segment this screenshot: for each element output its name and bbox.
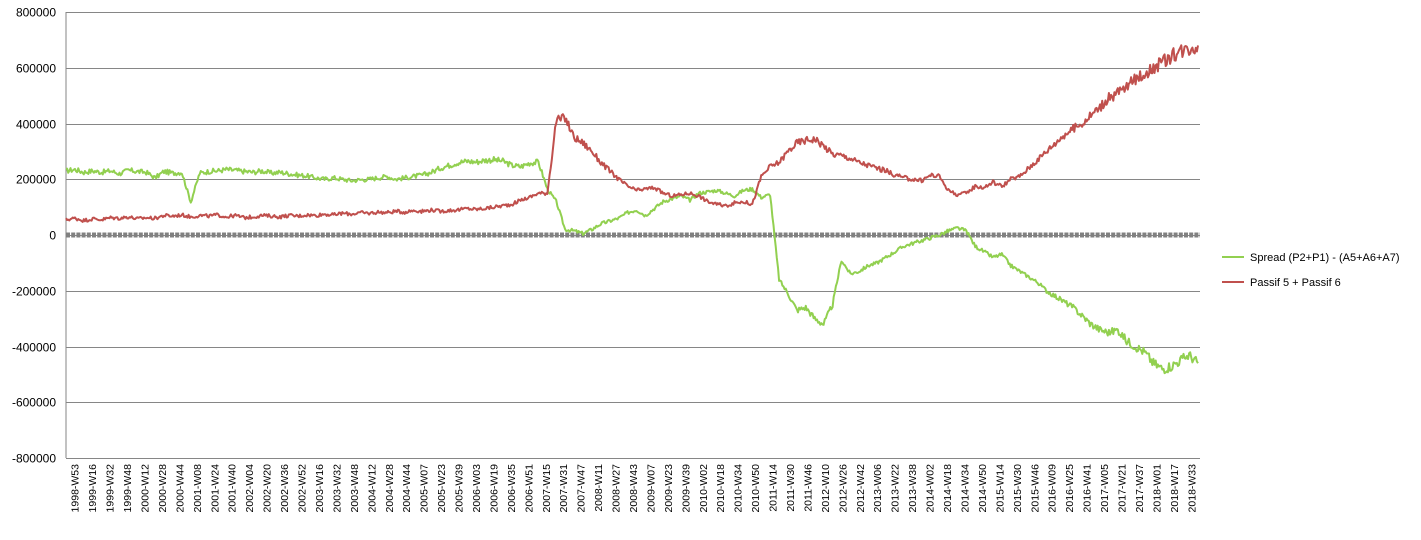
x-tick-label: 2006-W19 <box>488 464 500 513</box>
legend: Spread (P2+P1) - (A5+A6+A7) Passif 5 + Pa… <box>1222 252 1400 289</box>
x-tick-label: 2017-W05 <box>1099 464 1111 513</box>
x-tick-label: 2004-W12 <box>366 464 378 513</box>
legend-label-0: Spread (P2+P1) - (A5+A6+A7) <box>1250 252 1400 264</box>
y-tick-label: 400000 <box>16 118 56 132</box>
y-tick-label: -600000 <box>12 396 56 410</box>
x-tick-label: 2013-W38 <box>907 464 919 513</box>
x-tick-label: 2010-W02 <box>698 464 710 513</box>
x-tick-label: 2002-W20 <box>262 464 274 513</box>
x-tick-label: 2010-W34 <box>733 464 745 513</box>
x-tick-label: 2007-W15 <box>541 464 553 513</box>
x-tick-label: 2016-W41 <box>1082 464 1094 513</box>
x-tick-label: 2003-W48 <box>349 464 361 513</box>
x-tick-label: 1999-W48 <box>122 464 134 513</box>
x-tick-label: 2017-W21 <box>1117 464 1129 513</box>
x-tick-label: 2005-W23 <box>436 464 448 513</box>
x-tick-label: 2001-W24 <box>209 464 221 513</box>
x-tick-label: 2013-W22 <box>890 464 902 513</box>
y-tick-label: 0 <box>49 229 56 243</box>
x-tick-label: 2014-W18 <box>942 464 954 513</box>
x-tick-label: 2012-W10 <box>820 464 832 513</box>
x-tick-label: 2007-W47 <box>576 464 588 513</box>
x-axis-tick-labels: 1998-W53 1999-W16 1999-W32 1999-W48 2000-W12… <box>70 464 1199 513</box>
x-tick-label: 2005-W39 <box>454 464 466 513</box>
x-tick-label: 2014-W02 <box>925 464 937 513</box>
x-tick-label: 2009-W23 <box>663 464 675 513</box>
y-tick-label: -800000 <box>12 452 56 466</box>
x-tick-label: 2001-W08 <box>192 464 204 513</box>
x-tick-label: 2000-W12 <box>140 464 152 513</box>
x-tick-label: 2002-W52 <box>297 464 309 513</box>
x-tick-label: 2012-W42 <box>855 464 867 513</box>
x-tick-label: 2008-W11 <box>593 464 605 512</box>
x-tick-label: 2013-W06 <box>872 464 884 513</box>
x-tick-label: 2003-W16 <box>314 464 326 513</box>
series-line-0 <box>65 156 1199 375</box>
x-tick-label: 2009-W07 <box>645 464 657 513</box>
x-tick-label: 1999-W32 <box>105 464 117 513</box>
y-tick-label: -200000 <box>12 285 56 299</box>
x-tick-label: 1998-W53 <box>70 464 82 513</box>
x-tick-label: 2016-W09 <box>1047 464 1059 513</box>
x-tick-label: 2008-W43 <box>628 464 640 513</box>
x-tick-label: 2017-W37 <box>1134 464 1146 513</box>
x-tick-label: 2008-W27 <box>611 464 623 513</box>
x-tick-label: 2012-W26 <box>837 464 849 513</box>
x-tick-label: 2014-W50 <box>977 464 989 513</box>
x-tick-label: 2004-W44 <box>401 464 413 513</box>
y-axis-tick-labels: 800000 600000 400000 200000 0 -200000 -400000 -… <box>12 6 56 466</box>
x-tick-label: 2006-W03 <box>471 464 483 513</box>
x-tick-label: 2007-W31 <box>558 464 570 513</box>
legend-label-1: Passif 5 + Passif 6 <box>1250 277 1341 289</box>
y-tick-label: -400000 <box>12 341 56 355</box>
x-tick-label: 2018-W01 <box>1151 464 1163 513</box>
x-tick-label: 2016-W25 <box>1064 464 1076 513</box>
x-tick-label: 1999-W16 <box>87 464 99 513</box>
x-tick-label: 2006-W51 <box>523 464 535 513</box>
x-tick-label: 2003-W32 <box>331 464 343 513</box>
x-tick-label: 2014-W34 <box>960 464 972 513</box>
x-tick-label: 2010-W18 <box>715 464 727 513</box>
y-tick-label: 200000 <box>16 173 56 187</box>
x-tick-label: 2000-W44 <box>174 464 186 513</box>
x-tick-label: 2015-W30 <box>1012 464 1024 513</box>
x-tick-label: 2011-W46 <box>803 464 815 512</box>
x-tick-label: 2015-W14 <box>994 464 1006 513</box>
x-tick-label: 2006-W35 <box>506 464 518 513</box>
x-tick-label: 2018-W17 <box>1169 464 1181 513</box>
x-tick-label: 2000-W28 <box>157 464 169 513</box>
x-tick-label: 2015-W46 <box>1029 464 1041 513</box>
y-tick-label: 600000 <box>16 62 56 76</box>
x-tick-label: 2002-W36 <box>279 464 291 513</box>
x-tick-label: 2002-W04 <box>244 464 256 513</box>
x-tick-label: 2011-W30 <box>785 464 797 512</box>
y-tick-label: 800000 <box>16 6 56 20</box>
series-line-1 <box>65 44 1199 223</box>
x-tick-label: 2010-W50 <box>750 464 762 513</box>
x-tick-label: 2018-W33 <box>1186 464 1198 513</box>
series-lines <box>65 44 1199 375</box>
x-tick-label: 2005-W07 <box>419 464 431 513</box>
x-tick-label: 2009-W39 <box>680 464 692 513</box>
x-tick-label: 2011-W14 <box>768 464 780 512</box>
x-tick-label: 2001-W40 <box>227 464 239 513</box>
x-tick-label: 2004-W28 <box>384 464 396 513</box>
